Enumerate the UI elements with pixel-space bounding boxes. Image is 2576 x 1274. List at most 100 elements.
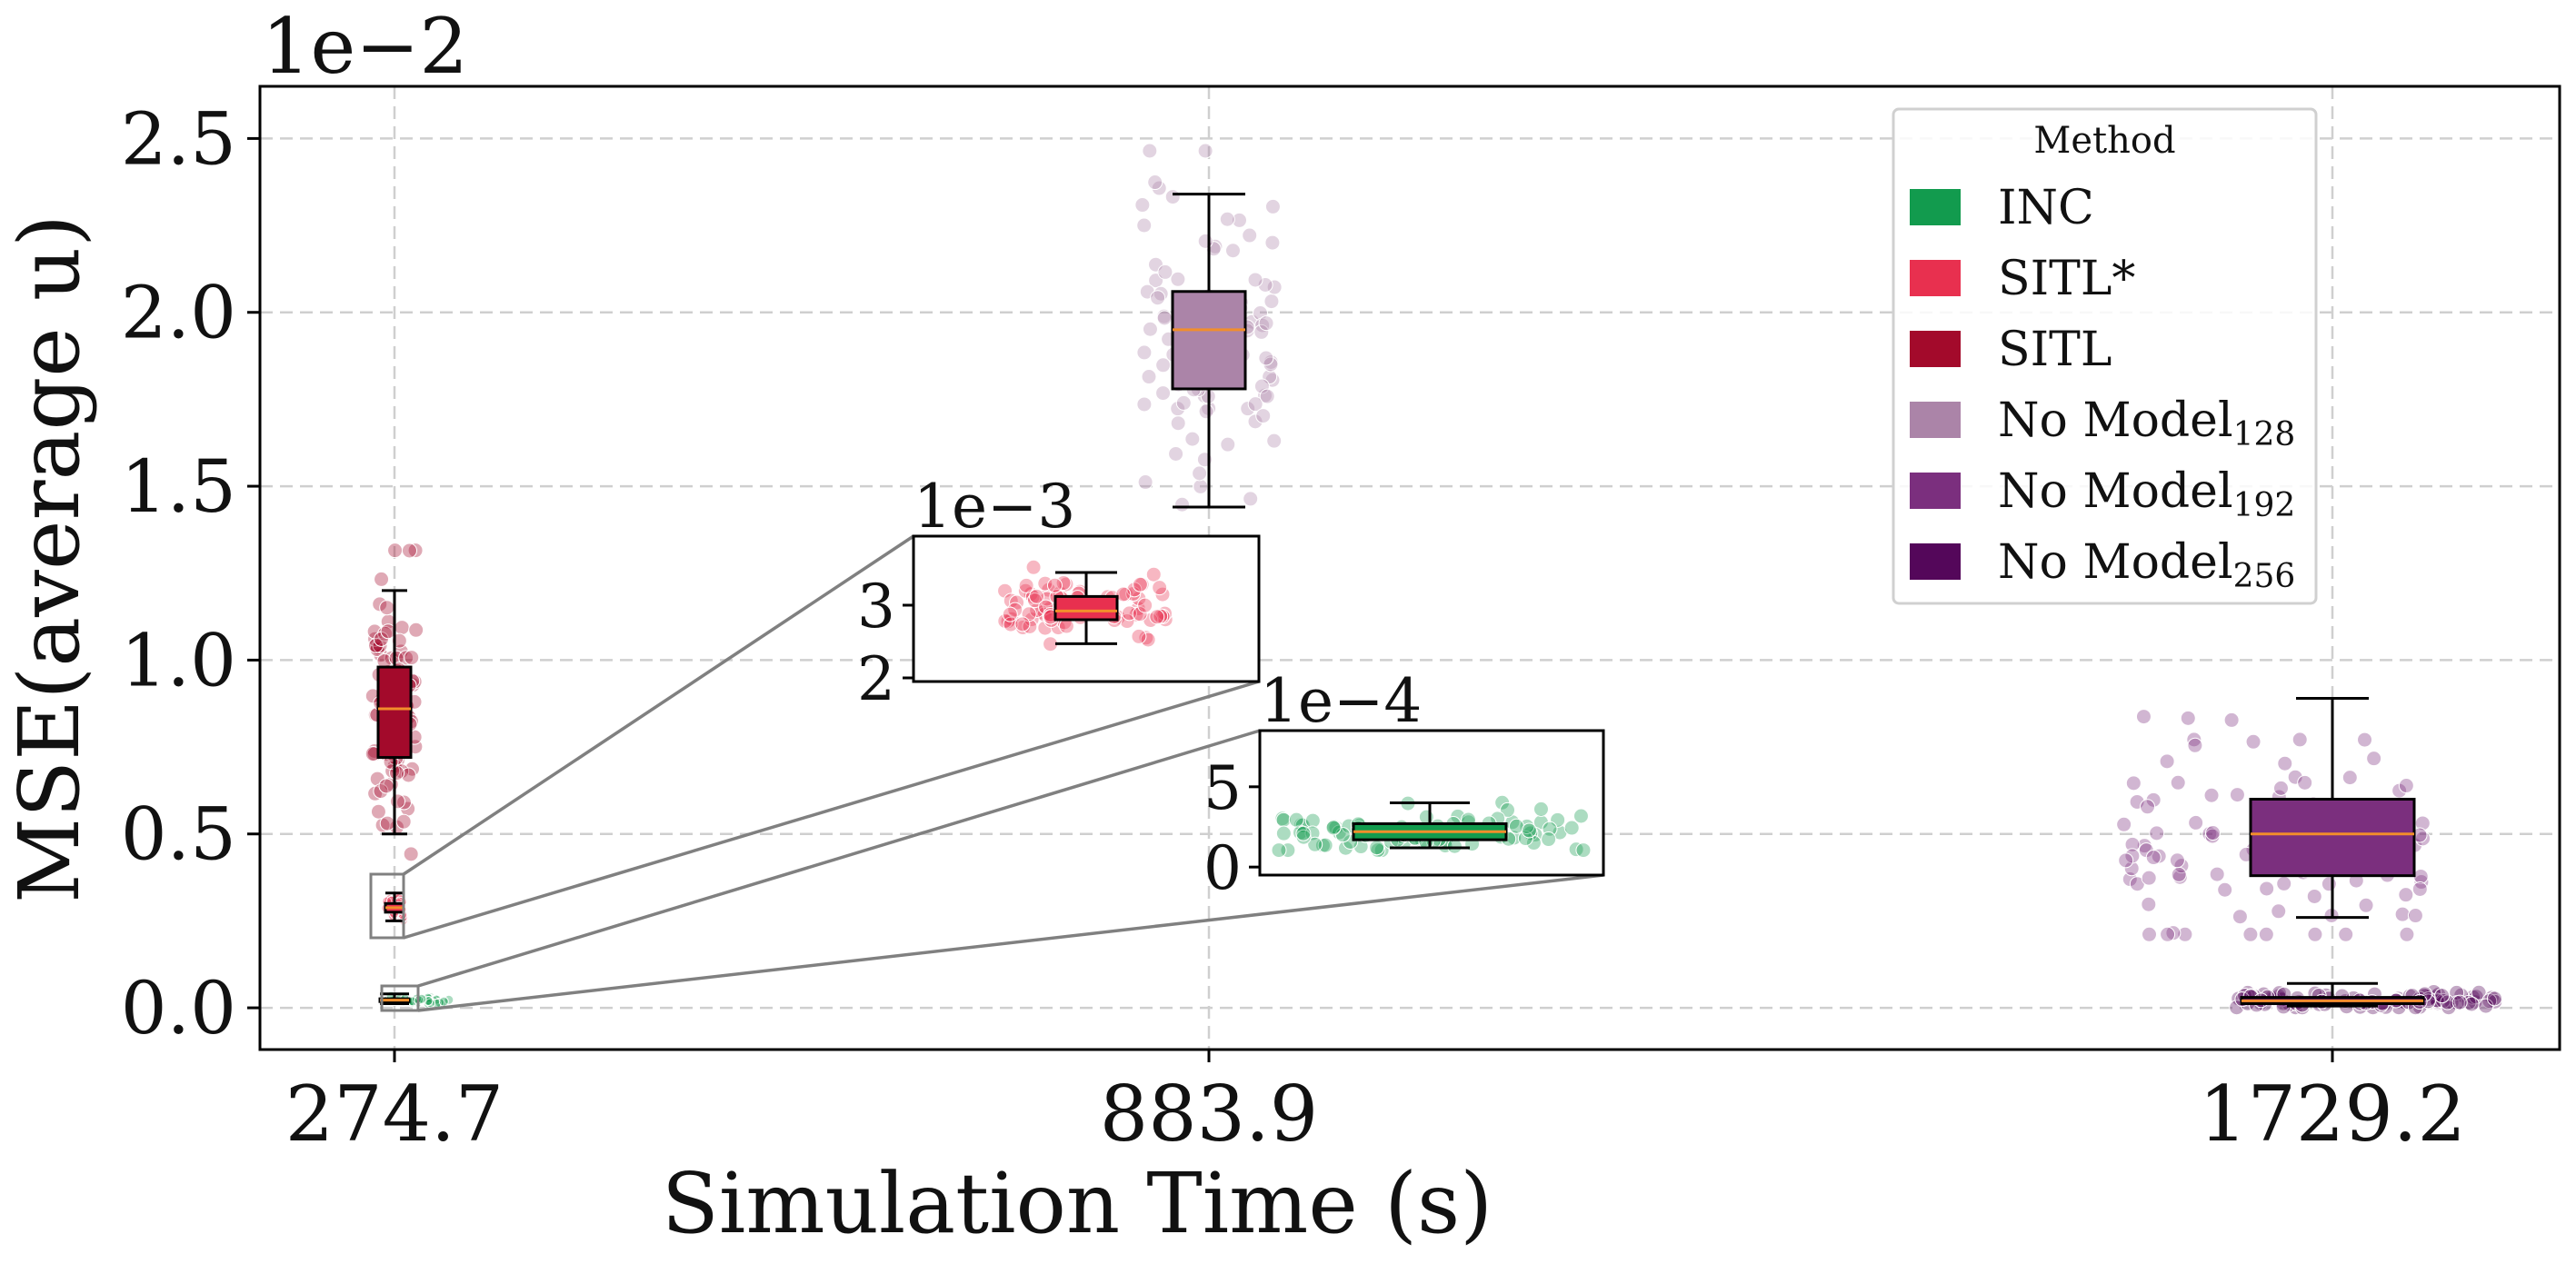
data-point bbox=[2277, 755, 2293, 771]
data-point bbox=[2209, 866, 2225, 882]
data-point bbox=[374, 571, 390, 587]
y-tick-label: 2.5 bbox=[121, 96, 236, 181]
data-point bbox=[2171, 866, 2187, 882]
inset-data-point bbox=[1307, 836, 1323, 852]
data-point bbox=[2398, 887, 2414, 903]
data-point bbox=[2151, 848, 2167, 864]
data-point bbox=[2276, 875, 2292, 891]
legend-title: Method bbox=[2033, 120, 2175, 162]
data-point bbox=[2366, 751, 2382, 767]
inset-data-point bbox=[1563, 820, 1580, 836]
inset-data-point bbox=[1533, 801, 1549, 817]
inset-data-point bbox=[1304, 812, 1321, 829]
data-point bbox=[1266, 433, 1283, 449]
inset-inc: 0 5 1e−4 bbox=[1203, 666, 1605, 903]
data-point bbox=[2357, 732, 2373, 748]
data-point bbox=[2180, 710, 2196, 726]
data-point bbox=[1136, 217, 1153, 234]
inset-data-point bbox=[1156, 605, 1173, 622]
legend-label: INC bbox=[1998, 181, 2094, 235]
data-point bbox=[2118, 852, 2134, 869]
data-point bbox=[1142, 321, 1158, 337]
data-point bbox=[1247, 396, 1263, 413]
data-point bbox=[1253, 323, 1270, 340]
data-point bbox=[401, 542, 417, 559]
inset-data-point bbox=[1131, 628, 1147, 644]
y-tick-label: 1.5 bbox=[121, 444, 236, 529]
inset-data-point bbox=[1137, 597, 1153, 613]
x-tick-label: 883.9 bbox=[1100, 1070, 1318, 1159]
inset-data-point bbox=[1517, 831, 1533, 847]
legend-swatch bbox=[1910, 260, 1961, 296]
data-point bbox=[1136, 344, 1153, 361]
inset-box-body bbox=[1053, 594, 1119, 622]
data-point bbox=[2173, 858, 2190, 874]
data-point bbox=[2272, 780, 2289, 796]
box-body bbox=[2249, 797, 2416, 878]
data-point bbox=[2321, 876, 2337, 892]
data-point bbox=[2245, 733, 2261, 750]
data-point bbox=[2338, 926, 2354, 942]
inset-data-point bbox=[1575, 842, 1592, 859]
data-point bbox=[1155, 385, 1172, 402]
inset-y-tick-label: 2 bbox=[857, 644, 895, 714]
data-point bbox=[1243, 491, 1259, 507]
data-point bbox=[2229, 787, 2245, 803]
data-point bbox=[1193, 478, 1209, 494]
inset-data-point bbox=[1369, 840, 1385, 856]
data-point bbox=[372, 596, 388, 612]
plot-frame bbox=[258, 85, 2561, 1051]
zoom-connector bbox=[417, 873, 1604, 1012]
data-point bbox=[1263, 294, 1280, 310]
zoom-connector bbox=[417, 729, 1261, 988]
data-point bbox=[1141, 369, 1157, 385]
data-point bbox=[2358, 897, 2374, 913]
data-point bbox=[398, 650, 414, 666]
inset-data-point bbox=[1541, 831, 1557, 848]
inset-data-point bbox=[1058, 576, 1074, 592]
inset-data-point bbox=[1573, 808, 1589, 824]
data-point bbox=[2307, 926, 2323, 942]
data-point bbox=[2259, 881, 2275, 897]
data-point bbox=[2205, 825, 2222, 841]
inset-data-point bbox=[1149, 609, 1165, 625]
legend-swatch bbox=[1910, 402, 1961, 438]
x-axis: 274.7 883.9 1729.2 bbox=[285, 1050, 2466, 1159]
data-point bbox=[1220, 436, 1236, 453]
inset-data-point bbox=[1370, 842, 1386, 859]
data-point bbox=[1242, 227, 1258, 244]
data-point bbox=[407, 542, 424, 559]
box-no-model-256 bbox=[2240, 981, 2425, 1008]
data-point bbox=[387, 542, 404, 559]
inset-data-point bbox=[1337, 840, 1353, 856]
data-point bbox=[2170, 774, 2186, 791]
insets: 23 1e−3 0 5 1e−4 bbox=[857, 472, 1605, 903]
inset-data-point bbox=[1295, 829, 1312, 845]
data-point bbox=[1247, 272, 1263, 288]
inset-data-point bbox=[1280, 842, 1296, 859]
data-point bbox=[2399, 926, 2415, 942]
data-point bbox=[2258, 926, 2274, 942]
box-sitl bbox=[376, 589, 413, 836]
inset-data-point bbox=[1152, 580, 1168, 596]
inset-data-point bbox=[1145, 566, 1162, 582]
inset-data-point bbox=[1018, 577, 1034, 593]
data-point bbox=[379, 600, 395, 616]
data-point bbox=[395, 794, 412, 811]
data-point bbox=[1136, 396, 1153, 413]
legend-box bbox=[1892, 107, 2318, 605]
data-point bbox=[2169, 852, 2185, 869]
inset-scale-label: 1e−3 bbox=[914, 472, 1075, 542]
data-point bbox=[2145, 850, 2162, 866]
data-point bbox=[2287, 769, 2303, 785]
x-tick-label: 1729.2 bbox=[2199, 1070, 2466, 1159]
inset-data-point bbox=[1275, 811, 1292, 828]
x-axis-title: Simulation Time (s) bbox=[662, 1155, 1493, 1252]
data-point bbox=[2407, 908, 2423, 924]
data-point bbox=[1168, 445, 1184, 462]
data-point bbox=[1254, 317, 1271, 333]
data-point bbox=[1257, 277, 1273, 294]
data-point bbox=[1164, 189, 1181, 205]
inset-data-point bbox=[1037, 575, 1053, 592]
